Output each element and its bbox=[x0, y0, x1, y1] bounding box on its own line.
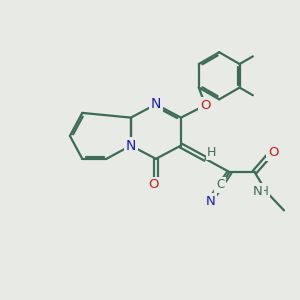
Text: N: N bbox=[206, 195, 215, 208]
Text: N: N bbox=[151, 98, 161, 111]
Text: O: O bbox=[200, 99, 211, 112]
Text: O: O bbox=[148, 178, 159, 191]
Text: H: H bbox=[207, 146, 217, 159]
Text: N: N bbox=[253, 185, 262, 198]
Text: N: N bbox=[126, 139, 136, 153]
Text: H: H bbox=[260, 185, 268, 198]
Text: O: O bbox=[268, 146, 278, 159]
Text: C: C bbox=[216, 178, 224, 191]
